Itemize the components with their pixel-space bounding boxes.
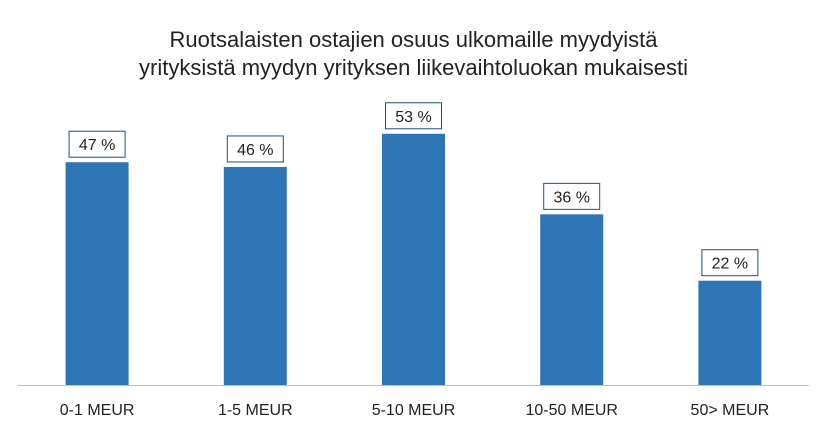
- bar-3: [540, 214, 604, 385]
- x-tick-label-3: 10-50 MEUR: [525, 402, 617, 419]
- data-label-box-4: [701, 249, 759, 277]
- x-tick-label-1: 1-5 MEUR: [218, 402, 293, 419]
- data-label-box-0: [68, 130, 126, 158]
- data-label-box-1: [226, 135, 284, 163]
- data-label-box-3: [543, 182, 601, 210]
- data-label-1: 46 %: [237, 142, 273, 159]
- x-tick-label-2: 5-10 MEUR: [372, 402, 456, 419]
- x-tick-label-4: 50> MEUR: [691, 402, 770, 419]
- data-label-0: 47 %: [79, 137, 115, 154]
- bar-1: [223, 166, 287, 385]
- data-label-3: 36 %: [553, 189, 589, 206]
- data-label-box-2: [385, 102, 442, 130]
- bar-0: [65, 162, 129, 385]
- bar-2: [382, 133, 445, 385]
- x-tick-label-0: 0-1 MEUR: [60, 402, 135, 419]
- bar-4: [698, 280, 762, 385]
- data-label-2: 53 %: [395, 109, 431, 126]
- chart-title: Ruotsalaisten ostajien osuus ulkomaille …: [169, 27, 658, 52]
- data-label-4: 22 %: [712, 256, 748, 273]
- chart-subtitle: yrityksistä myydyn yrityksen liikevaihto…: [139, 55, 688, 80]
